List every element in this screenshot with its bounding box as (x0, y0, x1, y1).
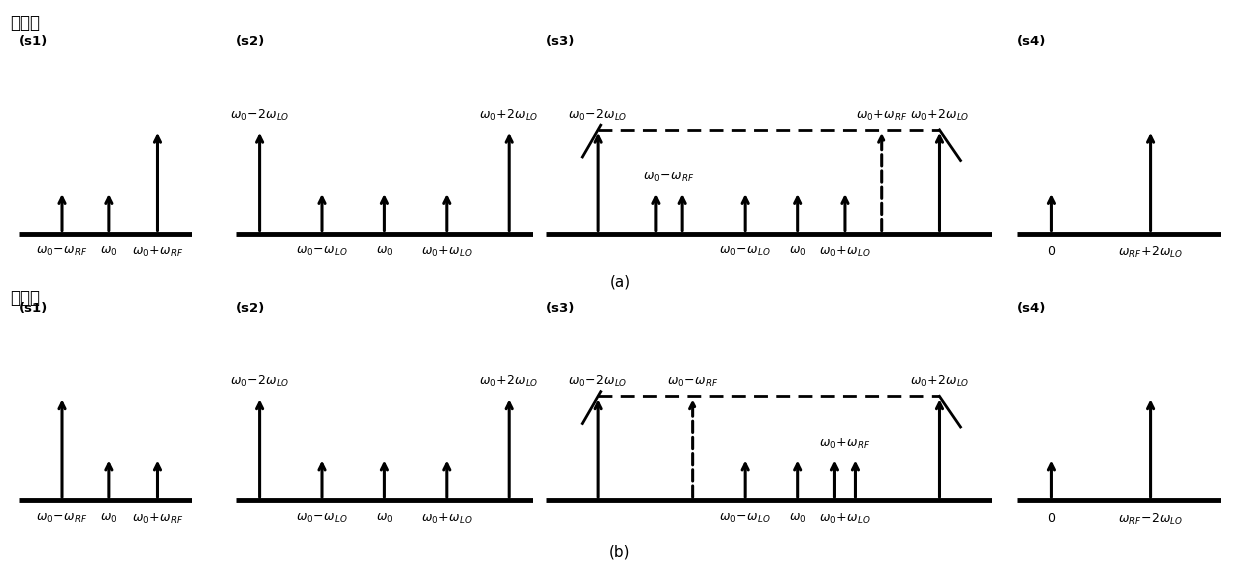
Text: $\omega_0\!+\!2\omega_{LO}$: $\omega_0\!+\!2\omega_{LO}$ (910, 374, 970, 390)
Text: $\omega_0\!-\!\omega_{LO}$: $\omega_0\!-\!\omega_{LO}$ (296, 246, 347, 259)
Text: $\omega_0\!+\!\omega_{RF}$: $\omega_0\!+\!\omega_{RF}$ (856, 109, 908, 123)
Text: (s3): (s3) (546, 302, 575, 315)
Text: $\omega_0\!-\!\omega_{RF}$: $\omega_0\!-\!\omega_{RF}$ (667, 376, 718, 390)
Text: $\omega_0\!+\!\omega_{LO}$: $\omega_0\!+\!\omega_{LO}$ (422, 512, 472, 526)
Text: (s3): (s3) (546, 35, 575, 48)
Text: (s4): (s4) (1017, 302, 1047, 315)
Text: $\omega_0\!+\!2\omega_{LO}$: $\omega_0\!+\!2\omega_{LO}$ (910, 108, 970, 123)
Text: (a): (a) (609, 275, 631, 290)
Text: $\omega_0\!-\!\omega_{LO}$: $\omega_0\!-\!\omega_{LO}$ (296, 512, 347, 525)
Text: $\omega_0\!+\!\omega_{LO}$: $\omega_0\!+\!\omega_{LO}$ (820, 246, 870, 259)
Text: $\omega_{RF}\!+\!2\omega_{LO}$: $\omega_{RF}\!+\!2\omega_{LO}$ (1118, 246, 1183, 260)
Text: (s2): (s2) (236, 302, 265, 315)
Text: $0$: $0$ (1047, 246, 1056, 259)
Text: $\omega_0\!-\!2\omega_{LO}$: $\omega_0\!-\!2\omega_{LO}$ (568, 108, 627, 123)
Text: $\omega_0$: $\omega_0$ (789, 512, 806, 525)
Text: $\omega_0$: $\omega_0$ (100, 246, 118, 259)
Text: 上变频: 上变频 (10, 14, 40, 32)
Text: (s2): (s2) (236, 35, 265, 48)
Text: (s4): (s4) (1017, 35, 1047, 48)
Text: $\omega_0\!+\!\omega_{LO}$: $\omega_0\!+\!\omega_{LO}$ (820, 512, 870, 526)
Text: $\omega_0\!-\!\omega_{RF}$: $\omega_0\!-\!\omega_{RF}$ (36, 512, 88, 525)
Text: (s1): (s1) (19, 35, 48, 48)
Text: $\omega_0\!+\!2\omega_{LO}$: $\omega_0\!+\!2\omega_{LO}$ (480, 374, 539, 390)
Text: $\omega_0\!+\!\omega_{RF}$: $\omega_0\!+\!\omega_{RF}$ (131, 512, 184, 526)
Text: $\omega_0\!+\!2\omega_{LO}$: $\omega_0\!+\!2\omega_{LO}$ (480, 108, 539, 123)
Text: $\omega_0$: $\omega_0$ (376, 512, 393, 525)
Text: $\omega_0\!+\!\omega_{RF}$: $\omega_0\!+\!\omega_{RF}$ (131, 246, 184, 259)
Text: $\omega_0\!-\!\omega_{LO}$: $\omega_0\!-\!\omega_{LO}$ (719, 512, 771, 525)
Text: $\omega_0$: $\omega_0$ (100, 512, 118, 525)
Text: $0$: $0$ (1047, 512, 1056, 525)
Text: (b): (b) (609, 544, 631, 559)
Text: $\omega_0\!-\!2\omega_{LO}$: $\omega_0\!-\!2\omega_{LO}$ (568, 374, 627, 390)
Text: $\omega_0$: $\omega_0$ (376, 246, 393, 259)
Text: $\omega_0\!-\!\omega_{LO}$: $\omega_0\!-\!\omega_{LO}$ (719, 246, 771, 259)
Text: $\omega_0$: $\omega_0$ (789, 246, 806, 259)
Text: $\omega_0\!+\!\omega_{LO}$: $\omega_0\!+\!\omega_{LO}$ (422, 246, 472, 259)
Text: $\omega_{RF}\!-\!2\omega_{LO}$: $\omega_{RF}\!-\!2\omega_{LO}$ (1118, 512, 1183, 527)
Text: $\omega_0\!-\!\omega_{RF}$: $\omega_0\!-\!\omega_{RF}$ (644, 171, 694, 184)
Text: $\omega_0\!+\!\omega_{RF}$: $\omega_0\!+\!\omega_{RF}$ (820, 437, 870, 451)
Text: $\omega_0\!-\!\omega_{RF}$: $\omega_0\!-\!\omega_{RF}$ (36, 246, 88, 259)
Text: (s1): (s1) (19, 302, 48, 315)
Text: 下变频: 下变频 (10, 289, 40, 307)
Text: $\omega_0\!-\!2\omega_{LO}$: $\omega_0\!-\!2\omega_{LO}$ (229, 108, 289, 123)
Text: $\omega_0\!-\!2\omega_{LO}$: $\omega_0\!-\!2\omega_{LO}$ (229, 374, 289, 390)
